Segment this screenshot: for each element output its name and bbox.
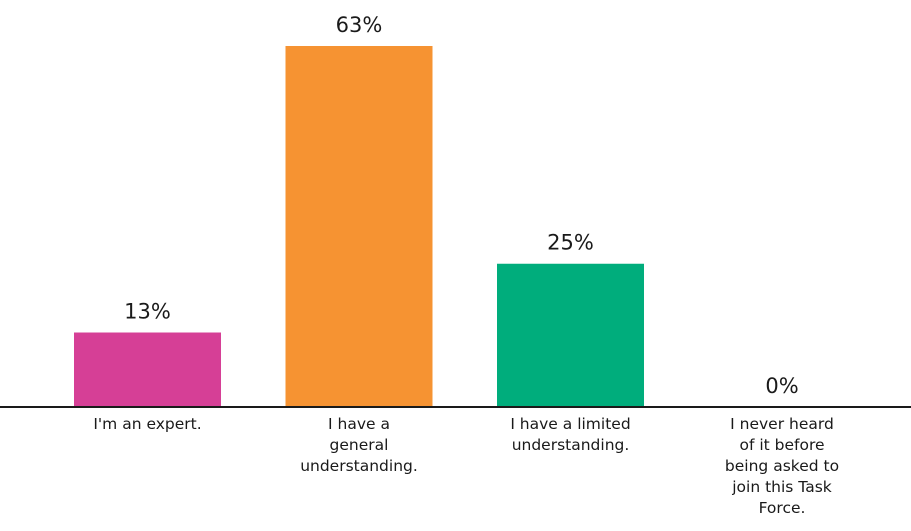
value-label-0: 13% [124, 300, 171, 324]
category-label-0: I'm an expert. [93, 415, 201, 433]
bar-2 [497, 263, 644, 407]
category-label-line: I never heard [730, 415, 834, 433]
value-label-1: 63% [336, 13, 383, 37]
category-label-1: I have a general understanding. [300, 415, 418, 475]
category-label-line: understanding. [300, 457, 418, 475]
category-label-line: Force. [759, 499, 806, 517]
value-label-3: 0% [765, 374, 798, 398]
category-label-line: I have a [328, 415, 390, 433]
category-labels-group: I'm an expert. I have a general understandi… [93, 415, 839, 517]
category-label-line: being asked to [725, 457, 839, 475]
category-label-3: I never heard of it before being asked to j… [725, 415, 839, 517]
value-label-2: 25% [547, 231, 594, 255]
value-labels-group: 13% 63% 25% 0% [124, 13, 799, 398]
category-label-line: I have a limited [510, 415, 630, 433]
category-label-line: general [330, 436, 389, 454]
category-label-line: join this Task [731, 478, 832, 496]
category-label-line: I'm an expert. [93, 415, 201, 433]
category-label-line: of it before [739, 436, 824, 454]
category-label-2: I have a limited understanding. [510, 415, 630, 454]
category-label-line: understanding. [512, 436, 630, 454]
bar-1 [285, 46, 433, 407]
bars-group [74, 46, 644, 407]
bar-0 [74, 332, 221, 407]
